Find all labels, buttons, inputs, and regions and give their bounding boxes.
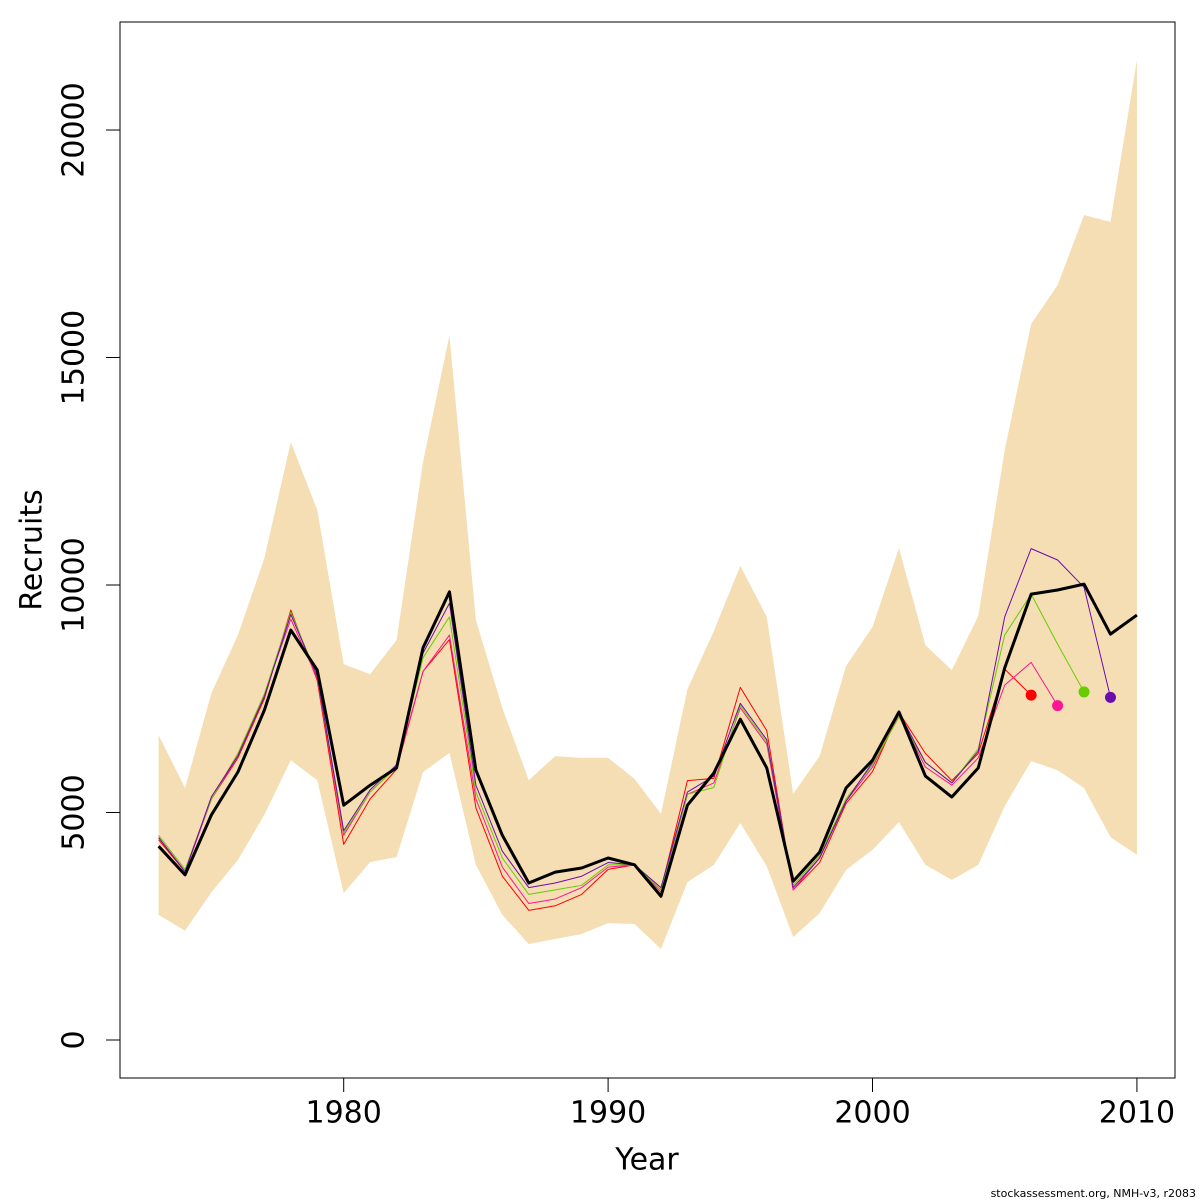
y-tick-label: 20000 xyxy=(57,82,92,177)
end-point xyxy=(1104,691,1116,703)
end-point xyxy=(1052,700,1064,712)
y-tick-label: 5000 xyxy=(57,774,92,850)
end-point xyxy=(1025,689,1037,701)
x-tick-label: 1990 xyxy=(570,1096,646,1131)
series-line xyxy=(157,582,1138,898)
plot-frame xyxy=(119,21,1176,1079)
end-point xyxy=(1078,686,1090,698)
footer: stockassessment.org, NMH-v3, r2083 xyxy=(991,1187,1196,1200)
y-tick-label: 10000 xyxy=(57,537,92,632)
confidence-band xyxy=(158,59,1137,950)
x-tick-label: 2010 xyxy=(1099,1096,1175,1131)
x-tick-label: 1980 xyxy=(306,1096,382,1131)
y-tick-label: 0 xyxy=(57,1030,92,1049)
y-tick-label: 15000 xyxy=(57,310,92,405)
y-axis-title: Recruits xyxy=(15,489,50,611)
x-axis-title: Year xyxy=(614,1143,679,1178)
plot-area xyxy=(157,59,1138,950)
x-tick-label: 2000 xyxy=(834,1096,910,1131)
